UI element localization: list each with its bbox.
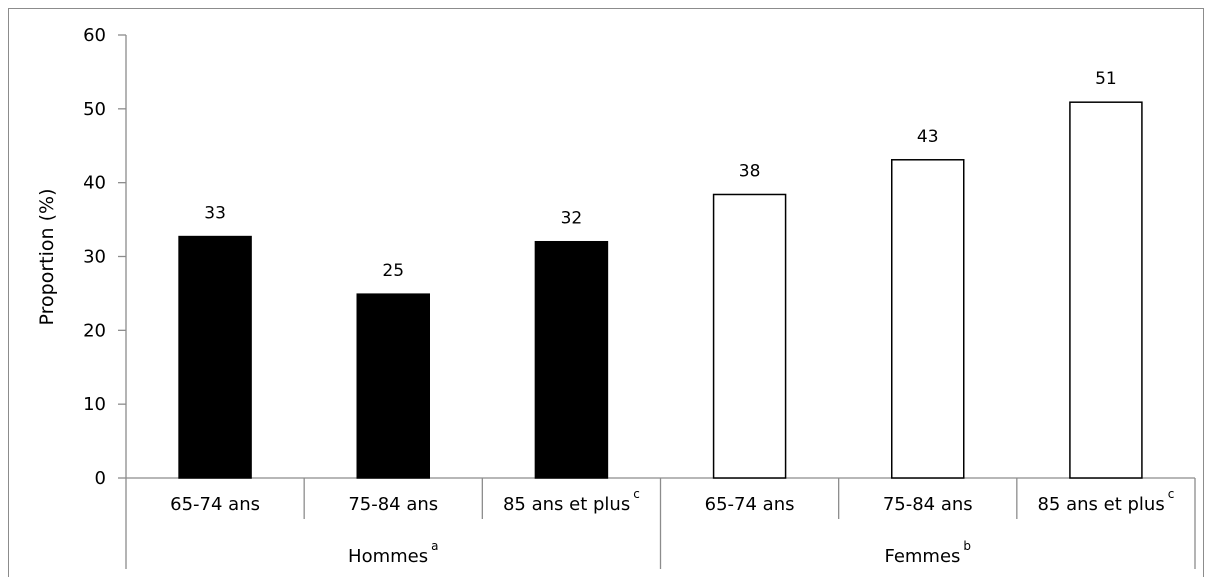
data-label: 38	[739, 161, 761, 181]
category-superscript: c	[633, 487, 640, 501]
bar-femmes-5	[1069, 101, 1143, 479]
y-axis-title: Proportion (%)	[36, 189, 58, 326]
bar-hommes-0	[178, 235, 252, 479]
category-label-text: 75-84 ans	[348, 494, 438, 515]
group-label-femmes: Femmes b	[884, 539, 971, 567]
category-label: 75-84 ans	[348, 494, 438, 515]
bar-hommes-2	[534, 240, 609, 479]
category-label: 65-74 ans	[705, 494, 795, 515]
y-tick-label: 0	[95, 468, 106, 489]
category-label-text: 85 ans et plus	[1037, 494, 1164, 515]
y-tick-label: 30	[83, 247, 106, 268]
group-label-text: Femmes	[884, 546, 960, 567]
category-label: 85 ans et plus c	[1037, 487, 1174, 515]
category-label: 65-74 ans	[170, 494, 260, 515]
bar-femmes-4	[891, 159, 965, 479]
group-superscript: a	[431, 539, 438, 553]
data-label: 32	[561, 209, 583, 229]
category-label: 75-84 ans	[883, 494, 973, 515]
category-label-text: 75-84 ans	[883, 494, 973, 515]
category-superscript: c	[1168, 487, 1175, 501]
bar-femmes-3	[712, 193, 787, 479]
category-label: 85 ans et plus c	[503, 487, 640, 515]
data-label: 33	[204, 204, 226, 224]
group-label-text: Hommes	[348, 546, 428, 567]
axes	[118, 34, 1196, 569]
y-tick-label: 50	[83, 99, 106, 120]
y-tick-label: 20	[83, 320, 106, 341]
data-label: 51	[1095, 69, 1117, 89]
y-tick-label: 60	[83, 25, 106, 46]
y-tick-label: 40	[83, 173, 106, 194]
group-superscript: b	[963, 539, 971, 553]
labels: 0 10 20 30 40 50 60 33 65-74 ans 25 75-84 ans 32 85 …	[83, 25, 1174, 567]
bar-hommes-1	[356, 293, 430, 479]
data-label: 25	[382, 261, 404, 281]
category-label-text: 85 ans et plus	[503, 494, 630, 515]
group-label-hommes: Hommes a	[348, 539, 438, 567]
bars	[178, 101, 1143, 479]
data-label: 43	[917, 127, 939, 147]
category-label-text: 65-74 ans	[705, 494, 795, 515]
y-tick-label: 10	[83, 394, 106, 415]
category-label-text: 65-74 ans	[170, 494, 260, 515]
